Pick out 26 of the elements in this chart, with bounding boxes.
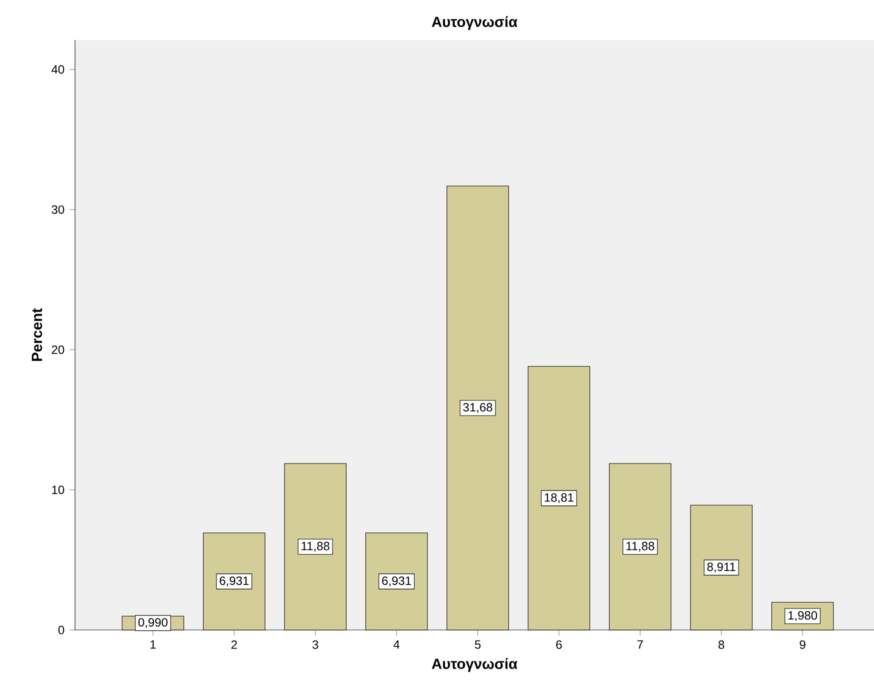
x-tick-label: 9 (800, 640, 806, 649)
x-tick-label: 7 (637, 640, 643, 649)
data-label: 18,81 (544, 493, 574, 504)
data-label: 0,990 (138, 618, 168, 628)
data-label: 11,88 (302, 542, 330, 552)
y-axis-title: Percent (32, 308, 42, 361)
y-tick-label: 0 (58, 626, 64, 634)
y-tick-label: 30 (52, 205, 64, 214)
y-tick-label: 20 (52, 345, 64, 354)
x-axis-title: Αυτογνωσία (432, 658, 518, 672)
data-label: 1,980 (788, 611, 818, 622)
data-label: 6,931 (220, 576, 249, 586)
x-tick-label: 3 (312, 640, 318, 649)
x-tick-label: 4 (393, 640, 400, 649)
y-tick-label: 10 (52, 486, 64, 494)
chart-title: Αυτογνωσία (432, 16, 518, 30)
data-label: 11,88 (626, 542, 654, 552)
y-tick-label: 40 (52, 65, 64, 74)
data-label: 6,931 (382, 576, 411, 586)
x-tick-label: 8 (718, 640, 724, 649)
data-label: 31,68 (463, 403, 492, 413)
data-label: 8,911 (707, 562, 736, 573)
x-tick-label: 2 (231, 640, 237, 649)
x-tick-label: 5 (474, 640, 481, 649)
x-tick-label: 1 (150, 640, 156, 649)
x-tick-label: 6 (556, 640, 562, 649)
